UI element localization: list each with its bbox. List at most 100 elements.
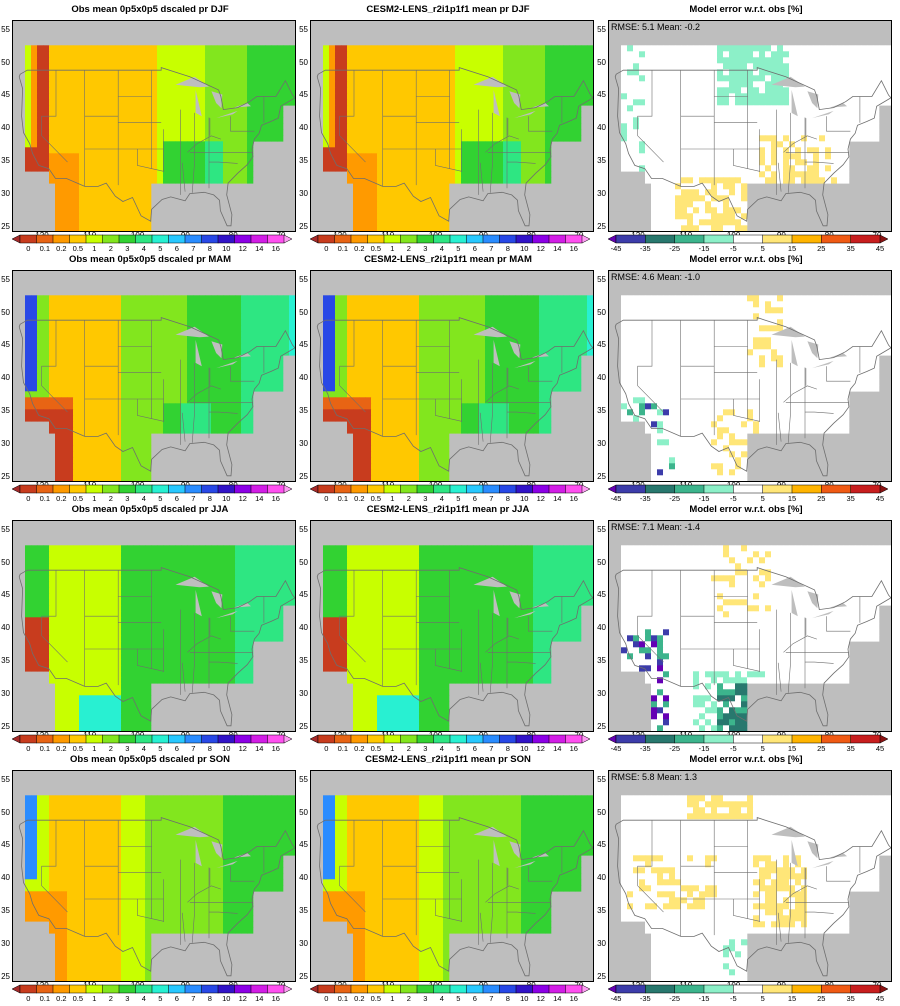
lat-tick-label: 40 [296,123,308,132]
colorbar-swatch [251,235,268,243]
lat-tick-label: 45 [296,590,308,599]
colorbar-swatch [103,485,120,493]
lat-tick-label: 30 [594,189,606,198]
colorbar-swatch [450,485,467,493]
colorbar-swatch [185,485,202,493]
map-canvas [13,271,295,481]
lat-tick-label: 40 [594,373,606,382]
colorbar-swatch [86,985,103,993]
colorbar-swatch [549,985,566,993]
colorbar-swatch [792,235,822,243]
colorbar-swatch [401,485,418,493]
colorbar-swatch [467,985,484,993]
lat-tick-label: 25 [296,722,308,731]
error-stats: RMSE: 4.6 Mean: -1.0 [611,272,700,282]
lat-tick-label: 30 [594,439,606,448]
colorbar-swatch [284,735,292,743]
colorbar-swatch [467,735,484,743]
lat-tick-label: 25 [296,222,308,231]
colorbar-tick-label: 4 [142,994,146,1003]
colorbar-swatch [675,985,705,993]
colorbar-swatch [251,735,268,743]
colorbar-swatch [851,735,881,743]
colorbar-swatch [235,985,252,993]
colorbar-swatch [136,985,153,993]
colorbar-swatch [169,485,186,493]
colorbar-swatch [608,235,616,243]
colorbar-swatch [645,735,675,743]
colorbar-swatch [434,985,451,993]
colorbar-swatch [152,235,169,243]
colorbar-swatch [851,485,881,493]
lat-tick-label: 30 [594,689,606,698]
colorbar-swatch [500,485,517,493]
colorbar-tick-label: 0 [26,994,30,1003]
lat-tick-label: 35 [296,656,308,665]
colorbar-tick-label: 10 [520,994,528,1003]
colorbar-swatch [136,735,153,743]
colorbar-swatch [533,235,550,243]
lat-tick-label: 45 [0,590,10,599]
colorbar-tick-label: 1 [92,994,96,1003]
colorbar-tick-label: -15 [699,994,710,1003]
colorbar-swatch [434,735,451,743]
colorbar-swatch [763,985,793,993]
colorbar-tick-label: 10 [222,994,230,1003]
colorbar-tick-label: 0.5 [73,994,83,1003]
lat-tick-label: 35 [0,656,10,665]
lat-tick-label: 35 [296,156,308,165]
colorbar-swatch [582,485,590,493]
colorbar-swatch [733,735,763,743]
map-frame [12,270,296,482]
lat-tick-label: 55 [594,275,606,284]
lat-tick-label: 40 [296,623,308,632]
colorbar-swatch [704,985,734,993]
colorbar-swatch [12,985,20,993]
colorbar-tick-label: 45 [876,994,884,1003]
colorbar-swatch [284,235,292,243]
colorbar-swatch [119,735,136,743]
colorbar-swatch [284,485,292,493]
colorbar-swatch [675,485,705,493]
colorbar-swatch [401,235,418,243]
lat-tick-label: 55 [296,275,308,284]
colorbar-swatch [103,985,120,993]
colorbar-swatch [169,235,186,243]
lat-tick-label: 25 [594,222,606,231]
panel-title: CESM2-LENS_r2i1p1f1 mean pr MAM [298,254,598,265]
panel-title: Obs mean 0p5x0p5 dscaled pr DJF [0,4,300,15]
lat-tick-label: 30 [0,939,10,948]
lat-tick-label: 55 [296,25,308,34]
panel-title: Model error w.r.t. obs [%] [596,4,896,15]
colorbar-swatch [70,735,87,743]
colorbar-tick-label: 0.2 [354,994,364,1003]
lat-tick-label: 30 [296,939,308,948]
colorbar-swatch [368,985,385,993]
colorbar-swatch [384,735,401,743]
colorbar-swatch [851,985,881,993]
error-stats: RMSE: 5.8 Mean: 1.3 [611,772,697,782]
lat-tick-label: 30 [0,189,10,198]
lat-tick-label: 45 [594,90,606,99]
lat-tick-label: 50 [296,58,308,67]
lat-tick-label: 45 [296,840,308,849]
lat-tick-label: 30 [296,689,308,698]
colorbar-swatch [792,485,822,493]
colorbar-tick-label: 12 [537,994,545,1003]
lat-tick-label: 30 [594,939,606,948]
colorbar-swatch [20,235,37,243]
colorbar-swatch [218,485,235,493]
colorbar-swatch [318,985,335,993]
map-frame [12,20,296,232]
lat-tick-label: 35 [594,656,606,665]
lat-tick-label: 45 [0,90,10,99]
colorbar-swatch [268,985,285,993]
colorbar-swatch [608,985,616,993]
lat-tick-label: 25 [594,722,606,731]
colorbar-tick-label: 6 [175,994,179,1003]
lat-tick-label: 50 [594,308,606,317]
colorbar-swatch [202,735,219,743]
